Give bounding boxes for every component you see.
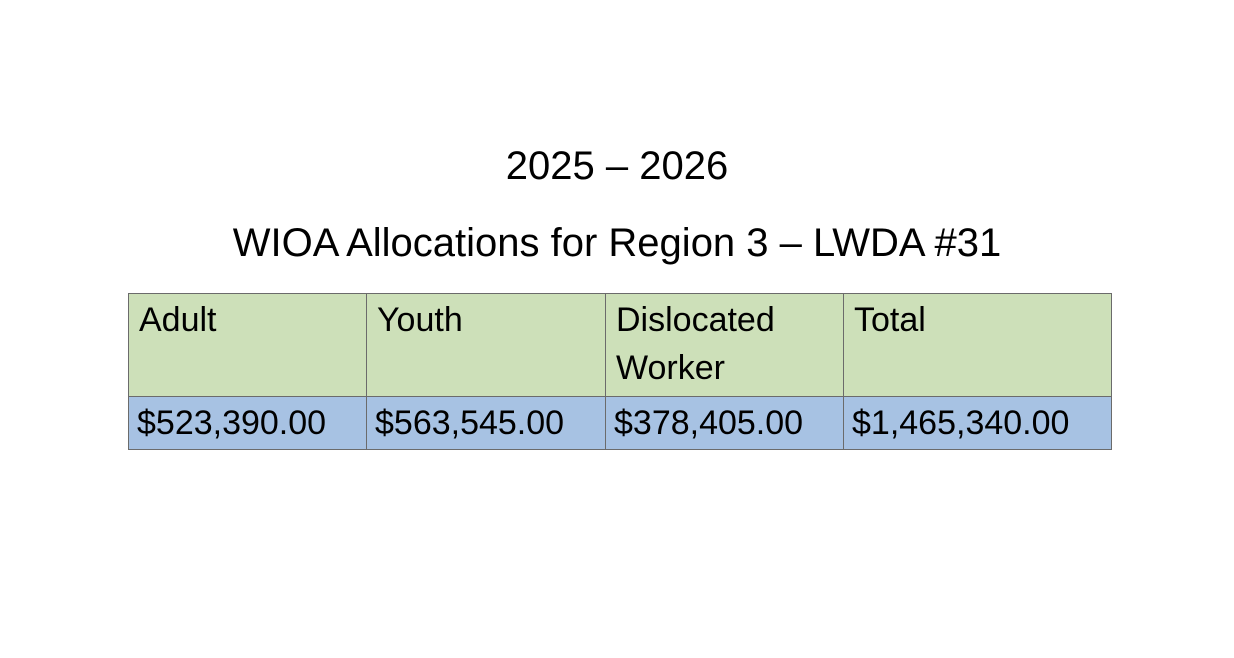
- column-header: Youth: [366, 293, 606, 397]
- subtitle: WIOA Allocations for Region 3 – LWDA #31: [232, 221, 1002, 265]
- cell: $563,545.00: [366, 396, 606, 450]
- data-row: $523,390.00 $563,545.00 $378,405.00 $1,4…: [128, 396, 1112, 450]
- allocations-table: Adult Youth Dislocated Worker Total $523…: [128, 293, 1112, 450]
- cell: $1,465,340.00: [843, 396, 1112, 450]
- column-header: Adult: [128, 293, 367, 397]
- title: 2025 – 2026: [505, 144, 729, 188]
- column-header: Total: [843, 293, 1112, 397]
- column-header: Dislocated Worker: [605, 293, 844, 397]
- header-row: Adult Youth Dislocated Worker Total: [128, 293, 1112, 397]
- cell: $378,405.00: [605, 396, 844, 450]
- cell: $523,390.00: [128, 396, 367, 450]
